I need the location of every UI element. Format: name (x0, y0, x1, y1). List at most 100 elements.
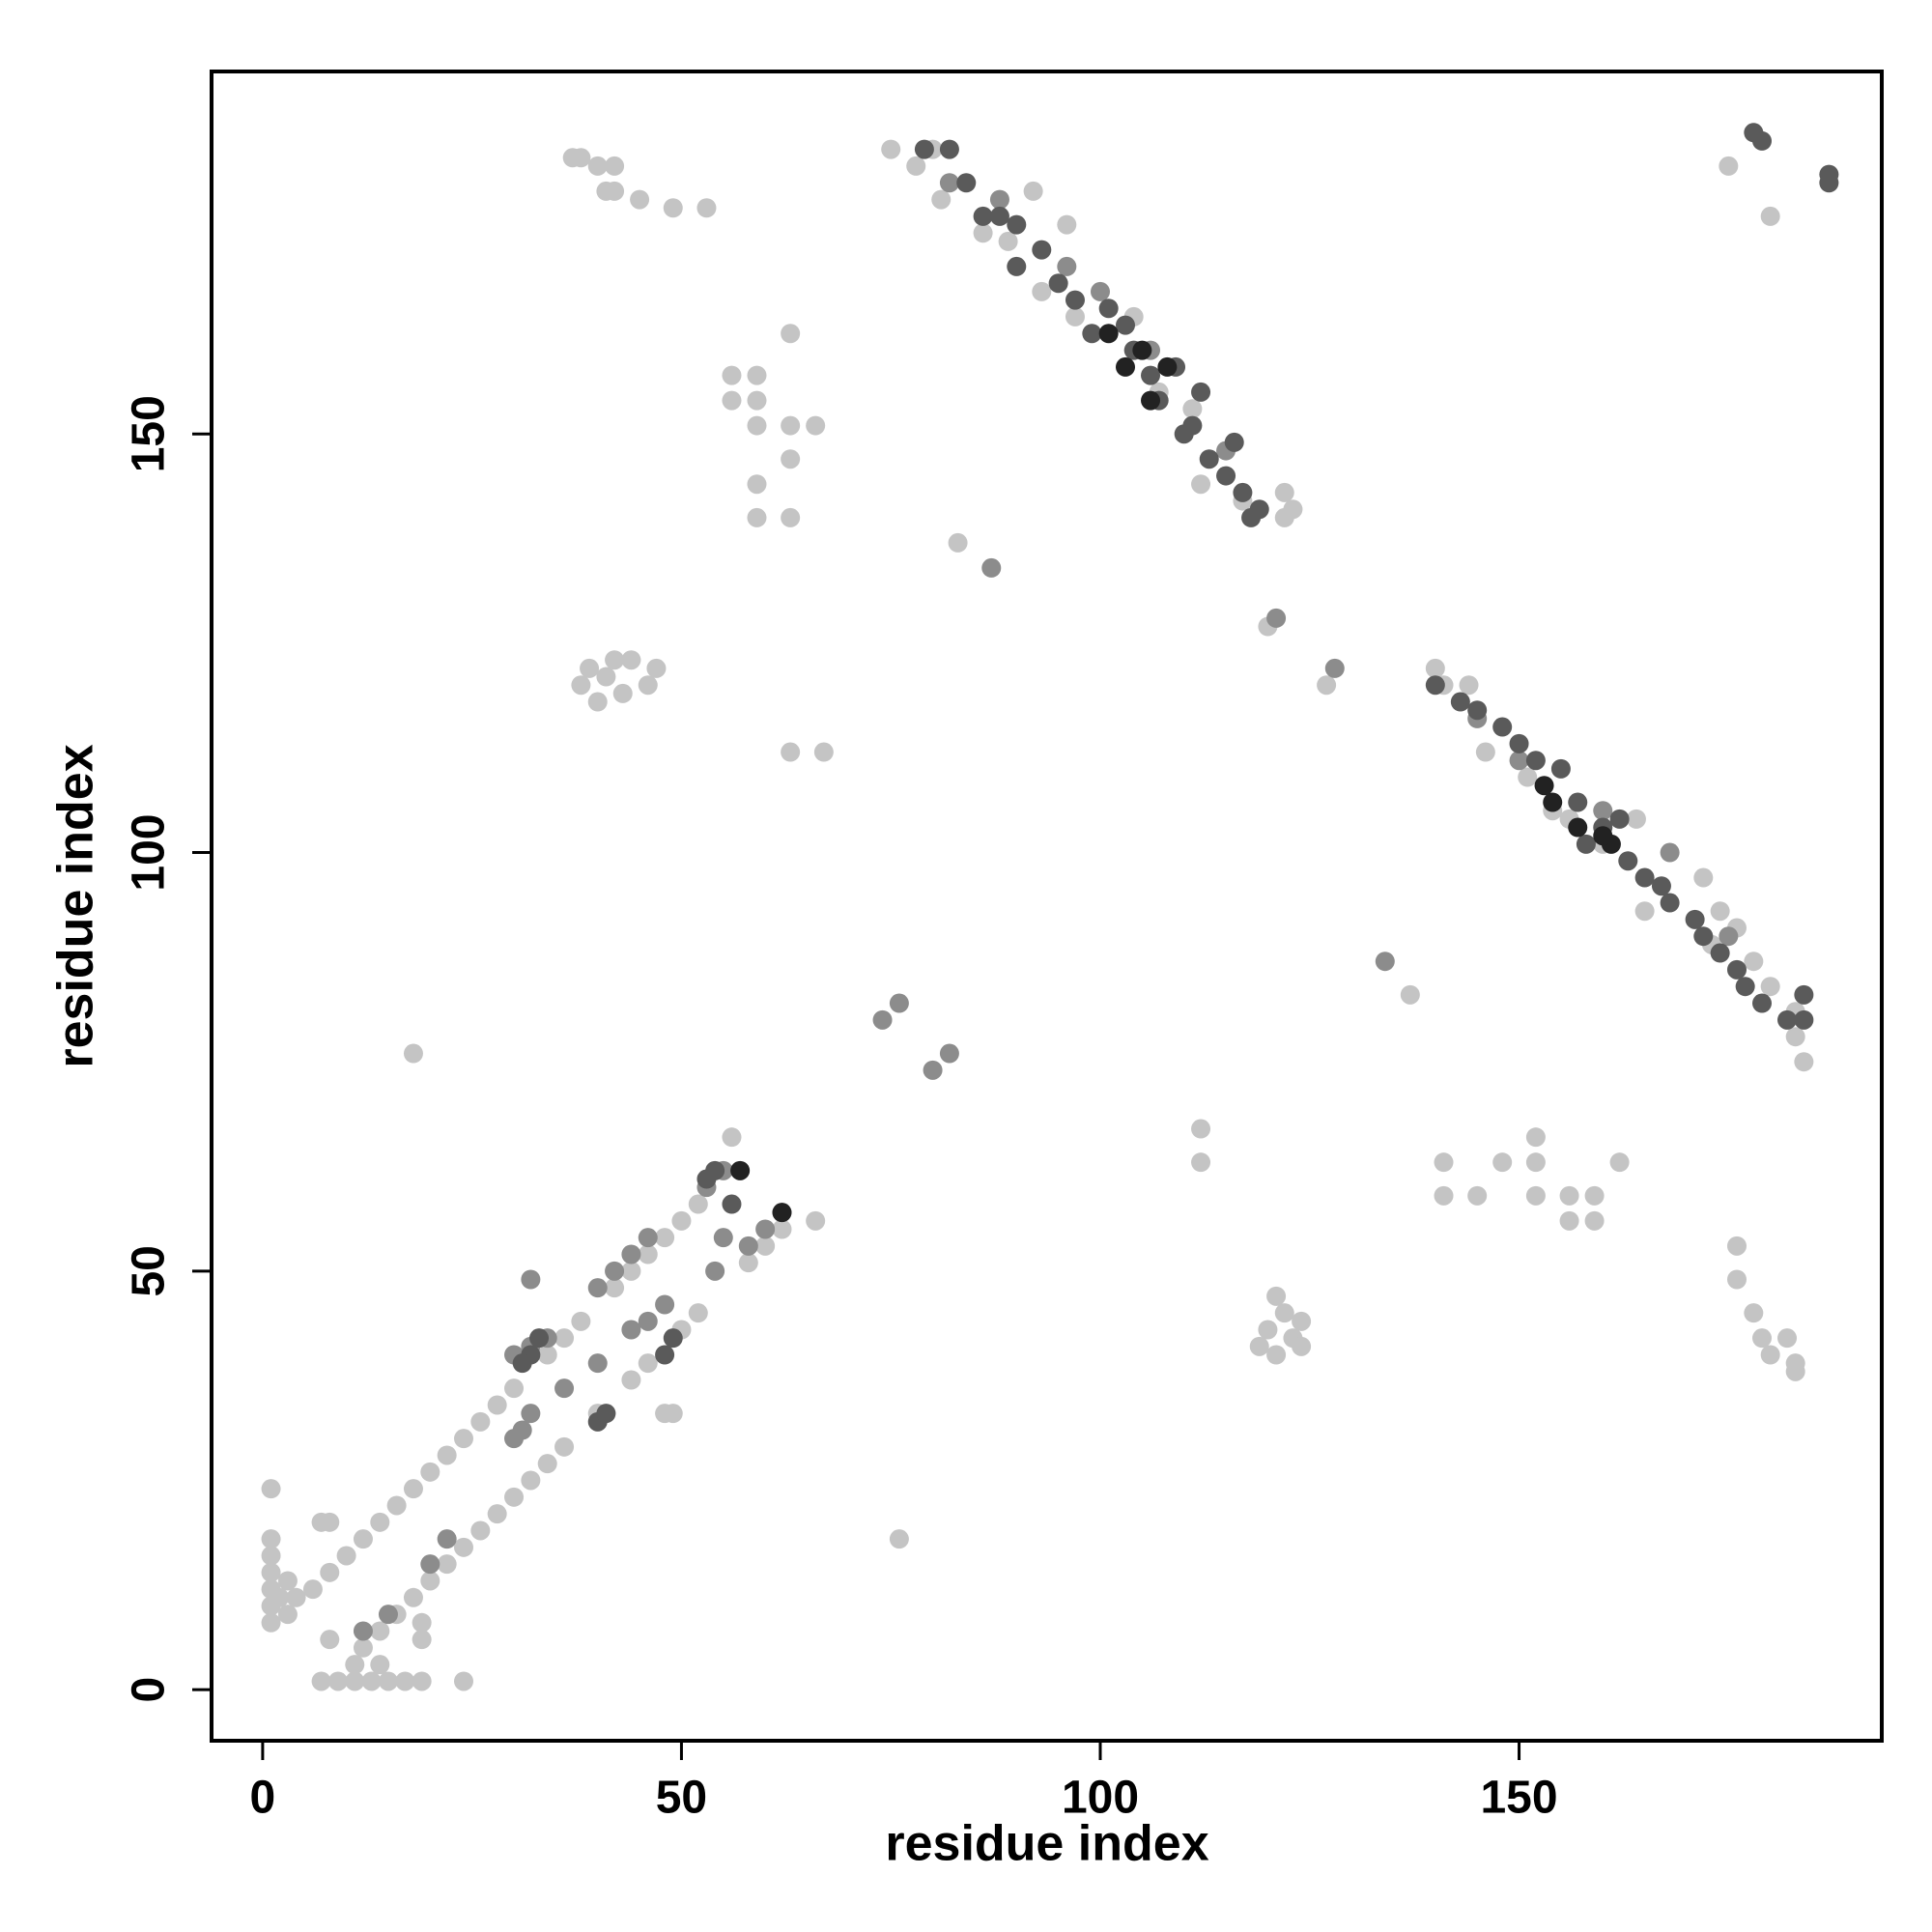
point (781, 507, 801, 527)
point (403, 1479, 423, 1499)
point (537, 1454, 557, 1474)
point (1292, 1336, 1312, 1356)
point (981, 557, 1002, 578)
point (345, 1671, 365, 1691)
point (1258, 1320, 1278, 1340)
point (1467, 1185, 1488, 1206)
point (1007, 214, 1027, 235)
point (747, 507, 767, 527)
point (605, 1261, 625, 1281)
point (378, 1671, 398, 1691)
point (1568, 792, 1588, 812)
point (781, 324, 801, 344)
point (587, 1353, 608, 1374)
point (655, 1294, 675, 1315)
point (630, 189, 650, 210)
point (747, 474, 767, 495)
point (437, 1529, 457, 1549)
point (1584, 1210, 1605, 1231)
point (696, 198, 717, 218)
point (1726, 1269, 1747, 1290)
point (1475, 742, 1495, 762)
point (1794, 1009, 1814, 1030)
x-tick-label: 100 (1062, 1773, 1139, 1824)
point (1550, 758, 1571, 779)
point (386, 1495, 407, 1516)
point (1249, 499, 1269, 520)
point (1752, 130, 1773, 151)
point (655, 1345, 675, 1365)
point (998, 231, 1018, 251)
point (261, 1479, 281, 1499)
point (1752, 1328, 1773, 1349)
point (806, 415, 826, 436)
point (747, 390, 767, 411)
point (1744, 952, 1764, 972)
point (621, 1370, 641, 1390)
point (1233, 482, 1253, 502)
point (663, 1404, 683, 1424)
point (906, 156, 926, 176)
x-tick-label: 0 (250, 1773, 276, 1824)
y-tick-label: 0 (124, 1677, 175, 1703)
point (1634, 901, 1655, 922)
point (663, 198, 683, 218)
point (621, 1261, 641, 1281)
point (420, 1571, 440, 1591)
point (554, 1436, 575, 1457)
point (1726, 959, 1747, 980)
x-axis-title: residue index (885, 1816, 1208, 1872)
point (621, 1244, 641, 1264)
point (1266, 1345, 1287, 1365)
point (353, 1637, 373, 1658)
point (327, 1671, 348, 1691)
point (605, 181, 625, 201)
point (1719, 926, 1739, 947)
point (889, 993, 909, 1013)
point (1065, 306, 1085, 327)
point (1685, 909, 1705, 929)
point (1191, 1152, 1211, 1173)
point (412, 1612, 432, 1633)
point (1719, 156, 1739, 176)
point (277, 1571, 298, 1591)
point (1710, 901, 1730, 922)
point (722, 365, 742, 385)
point (1224, 432, 1244, 452)
point (989, 189, 1009, 210)
point (470, 1520, 491, 1541)
point (1744, 1303, 1764, 1323)
point (521, 1404, 541, 1424)
point (813, 742, 834, 762)
point (571, 148, 591, 168)
point (772, 1203, 792, 1223)
point (1609, 1152, 1630, 1173)
point (453, 1537, 473, 1557)
point (437, 1554, 457, 1575)
point (1090, 281, 1110, 301)
point (277, 1605, 298, 1625)
point (747, 365, 767, 385)
point (420, 1462, 440, 1482)
point (587, 1278, 608, 1298)
point (587, 156, 608, 176)
point (1525, 751, 1546, 771)
point (1266, 1286, 1287, 1306)
y-tick-label: 150 (124, 395, 175, 472)
point (948, 532, 968, 553)
point (1174, 424, 1194, 444)
point (1007, 256, 1027, 276)
point (1274, 1303, 1294, 1323)
point (1726, 1236, 1747, 1256)
point (722, 390, 742, 411)
point (1191, 382, 1211, 402)
point (1199, 449, 1219, 469)
plot-frame (210, 70, 1884, 1743)
point (638, 675, 658, 696)
point (580, 658, 600, 678)
point (1032, 281, 1052, 301)
point (1785, 1361, 1805, 1381)
point (713, 1228, 733, 1248)
point (521, 1269, 541, 1290)
